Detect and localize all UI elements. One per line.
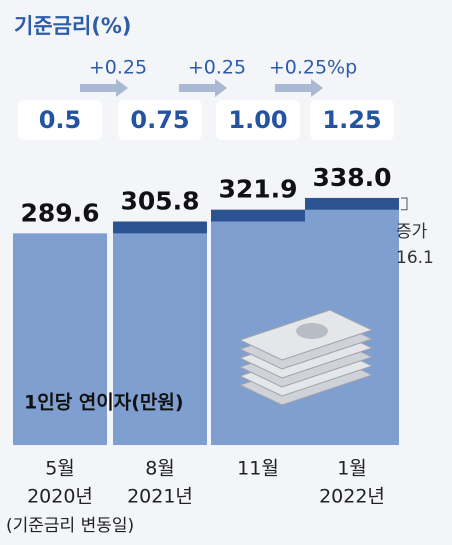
bar-increase [113,221,207,234]
arrow [80,79,128,97]
bar-increase [305,197,399,210]
x-tick-year: 2021년 [127,486,193,508]
x-tick-label: 5월 [45,458,75,480]
arrow [275,79,323,97]
value-label: 289.6 [20,198,99,227]
annotation-value: 16.1 [396,248,434,268]
bar-increase [211,209,305,222]
rate-label: 1.25 [322,106,381,134]
value-label: 305.8 [120,186,199,215]
x-tick-label: 8월 [145,458,175,480]
rate-title: 기준금리(%) [14,14,132,38]
annotation-text: 증가 [396,222,428,242]
bar [13,233,107,445]
value-label: 338.0 [312,163,391,192]
rate-box [310,100,394,140]
rate-box [118,100,202,140]
money-icon [296,323,328,339]
x-tick-year: 2020년 [27,486,93,508]
footnote: (기준금리 변동일) [6,516,134,536]
rate-change: +0.25 [188,57,246,79]
x-tick-label: 1월 [337,458,367,480]
x-tick-label: 11월 [237,458,279,480]
series-label: 1인당 연이자(만원) [24,392,184,414]
annotation-bracket [401,197,408,211]
x-tick-year: 2022년 [319,486,385,508]
value-label: 321.9 [218,175,297,204]
rate-change: +0.25 [89,57,147,79]
rate-box [18,100,102,140]
rate-label: 0.75 [130,106,189,134]
rate-box [216,100,300,140]
rate-change: +0.25%p [269,57,357,79]
arrow [179,79,227,97]
bar [113,221,207,445]
rate-label: 1.00 [228,106,287,134]
rate-label: 0.5 [39,106,82,134]
